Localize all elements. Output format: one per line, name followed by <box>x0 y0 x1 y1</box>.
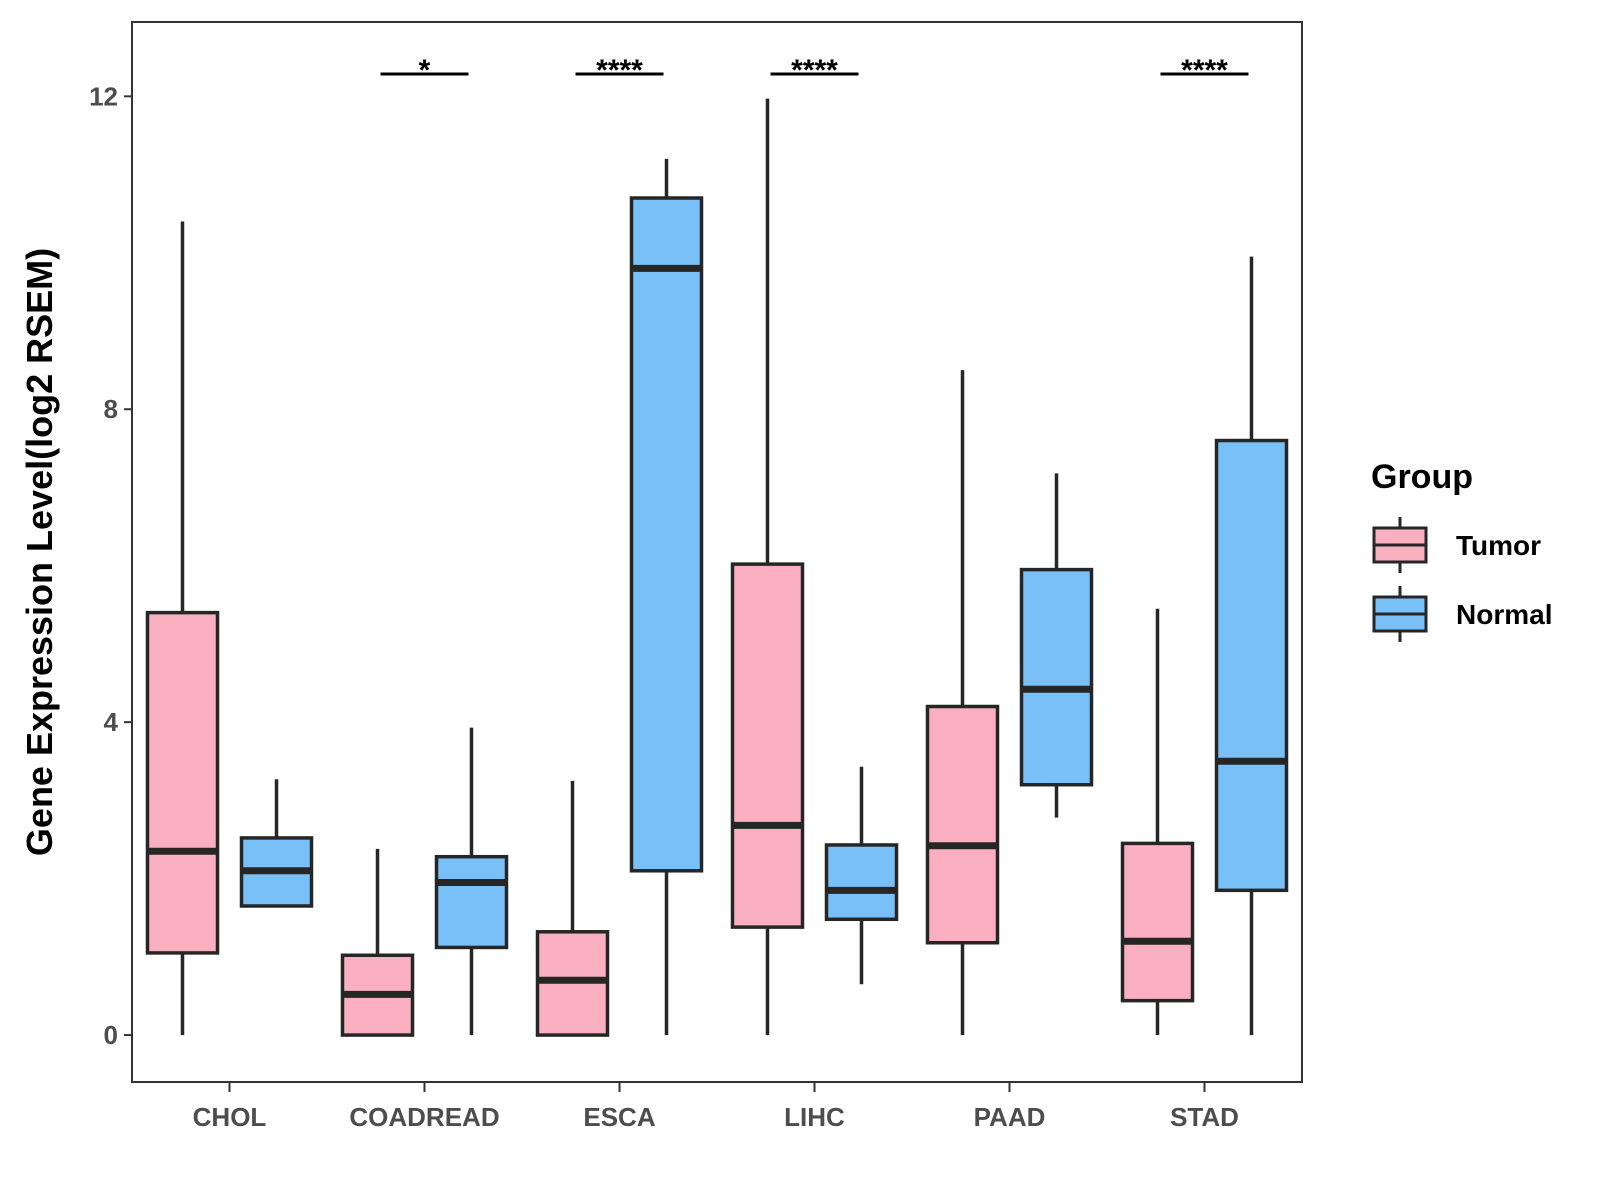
x-tick-label: ESCA <box>583 1102 655 1132</box>
legend-label: Normal <box>1456 599 1552 630</box>
x-tick-label: CHOL <box>193 1102 267 1132</box>
y-tick-label: 4 <box>104 707 119 737</box>
significance-label: **** <box>1181 54 1228 87</box>
box-tumor-stad <box>1120 608 1195 1036</box>
y-axis-title: Gene Expression Level(log2 RSEM) <box>19 248 60 856</box>
box-tumor-paad <box>925 370 1000 1036</box>
box-tumor-coadread <box>340 848 415 1037</box>
significance-label: * <box>419 54 431 87</box>
box-normal-chol <box>239 779 314 908</box>
box-body <box>1019 567 1094 787</box>
box-normal-esca <box>629 158 704 1036</box>
legend-item-normal: Normal <box>1372 586 1552 642</box>
box-body <box>824 843 899 922</box>
x-tick-label: COADREAD <box>349 1102 499 1132</box>
box-body <box>629 196 704 873</box>
legend-label: Tumor <box>1456 530 1541 561</box>
box-normal-stad <box>1214 256 1289 1036</box>
x-tick-label: STAD <box>1170 1102 1239 1132</box>
x-axis: CHOL COADREAD ESCA LIHC PAAD STAD <box>193 1082 1239 1132</box>
box-body <box>730 562 805 929</box>
significance-label: **** <box>791 54 838 87</box>
box-tumor-lihc <box>730 98 805 1036</box>
x-tick-label: PAAD <box>974 1102 1046 1132</box>
box-normal-paad <box>1019 473 1094 818</box>
box-normal-coadread <box>434 727 509 1036</box>
legend-item-tumor: Tumor <box>1372 517 1541 573</box>
significance-annotations: * **** **** **** <box>380 54 1249 87</box>
y-tick-label: 12 <box>89 81 118 111</box>
box-series <box>145 98 1289 1037</box>
legend: Group Tumor Normal <box>1371 458 1552 642</box>
box-body <box>145 610 220 955</box>
y-tick-label: 8 <box>104 394 118 424</box>
box-normal-lihc <box>824 766 899 985</box>
legend-title: Group <box>1371 458 1473 496</box>
significance-label: **** <box>596 54 643 87</box>
box-tumor-esca <box>535 780 610 1037</box>
box-body <box>1120 841 1195 1003</box>
box-tumor-chol <box>145 221 220 1036</box>
y-axis: 0 4 8 12 <box>89 81 132 1050</box>
y-tick-label: 0 <box>104 1020 118 1050</box>
plot-panel <box>131 21 1303 1083</box>
x-tick-label: LIHC <box>784 1102 845 1132</box>
box-body <box>925 704 1000 945</box>
box-body <box>434 854 509 950</box>
box-body <box>1214 438 1289 893</box>
